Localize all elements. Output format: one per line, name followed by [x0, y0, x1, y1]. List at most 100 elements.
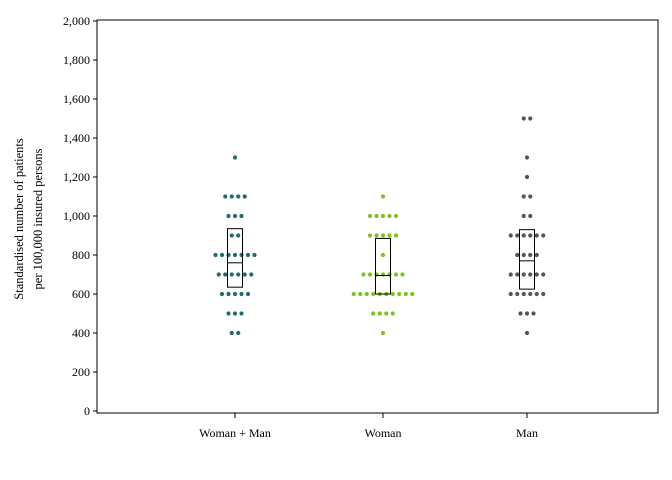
data-point	[361, 272, 366, 277]
data-point	[229, 272, 234, 277]
data-point	[236, 330, 241, 336]
data-point	[528, 116, 533, 121]
data-point	[380, 213, 386, 219]
data-point	[531, 311, 536, 316]
series-layer	[213, 116, 546, 336]
data-point	[528, 272, 533, 277]
data-point	[534, 272, 539, 277]
data-point	[521, 116, 526, 121]
data-point	[515, 252, 520, 258]
data-point	[390, 311, 395, 316]
y-tick-label: 400	[72, 326, 90, 340]
data-point	[364, 291, 369, 297]
data-point	[232, 213, 238, 219]
y-tick-label: 600	[72, 287, 90, 301]
data-point	[374, 213, 379, 219]
data-point	[534, 252, 539, 258]
data-point	[239, 291, 244, 297]
x-category-label: Woman + Man	[199, 426, 271, 440]
data-point	[380, 252, 386, 258]
x-category-label: Woman	[364, 426, 401, 440]
data-point	[216, 272, 221, 277]
data-point	[232, 311, 238, 316]
data-point	[534, 233, 539, 238]
data-point	[252, 252, 257, 258]
data-point	[358, 291, 363, 297]
iqr-box	[375, 237, 391, 295]
data-point	[213, 252, 218, 258]
y-tick-label: 800	[72, 248, 90, 262]
data-point	[223, 272, 228, 277]
y-tick-label: 200	[72, 365, 90, 379]
y-axis-label-line-1: Standardised number of patients	[12, 138, 26, 300]
data-point	[367, 272, 373, 277]
data-point	[393, 213, 399, 219]
data-point	[524, 155, 530, 160]
data-point	[242, 272, 247, 277]
data-point	[521, 213, 526, 219]
data-point	[245, 291, 251, 297]
data-point	[521, 194, 526, 199]
data-point	[524, 174, 530, 180]
data-point	[236, 272, 241, 277]
data-point	[387, 233, 392, 238]
data-point	[223, 194, 228, 199]
data-point	[534, 291, 539, 297]
data-point	[236, 194, 241, 199]
y-tick-label: 1,800	[63, 53, 90, 67]
data-point	[515, 291, 520, 297]
y-tick-label: 1,200	[63, 170, 90, 184]
data-point	[226, 311, 231, 316]
data-point	[229, 194, 234, 199]
series-group	[508, 116, 546, 336]
y-tick-label: 0	[84, 404, 90, 418]
data-point	[508, 291, 513, 297]
data-point	[371, 311, 376, 316]
data-point	[232, 155, 238, 160]
y-tick-label: 1,000	[63, 209, 90, 223]
data-point	[219, 291, 225, 297]
x-category-label: Man	[516, 426, 538, 440]
y-tick-label: 1,400	[63, 131, 90, 145]
data-point	[377, 311, 382, 316]
data-point	[515, 233, 520, 238]
data-point	[380, 233, 386, 238]
data-point	[508, 233, 513, 238]
series-group	[213, 155, 257, 336]
data-point	[384, 311, 389, 316]
data-point	[397, 291, 402, 297]
data-point	[528, 194, 533, 199]
iqr-box	[227, 228, 243, 288]
y-axis-label-line-2: per 100,000 insured persons	[31, 148, 45, 289]
data-point	[229, 330, 234, 336]
data-point	[524, 330, 530, 336]
data-point	[528, 291, 533, 297]
data-point	[508, 272, 513, 277]
data-point	[229, 233, 234, 238]
data-point	[239, 213, 244, 219]
data-point	[410, 291, 415, 297]
data-point	[249, 272, 254, 277]
data-point	[528, 213, 533, 219]
data-point	[380, 330, 386, 336]
iqr-box	[519, 229, 535, 290]
data-point	[374, 233, 379, 238]
data-point	[239, 311, 244, 316]
data-point	[521, 272, 526, 277]
data-point	[390, 291, 395, 297]
data-point	[515, 272, 520, 277]
series-group	[351, 194, 415, 336]
data-point	[387, 213, 392, 219]
y-tick-label: 2,000	[63, 14, 90, 28]
data-point	[400, 272, 405, 277]
data-point	[242, 194, 247, 199]
data-point	[371, 291, 376, 297]
data-point	[236, 233, 241, 238]
y-tick-label: 1,600	[63, 92, 90, 106]
data-point	[518, 311, 523, 316]
data-point	[524, 311, 530, 316]
data-point	[219, 252, 225, 258]
data-point	[521, 291, 526, 297]
